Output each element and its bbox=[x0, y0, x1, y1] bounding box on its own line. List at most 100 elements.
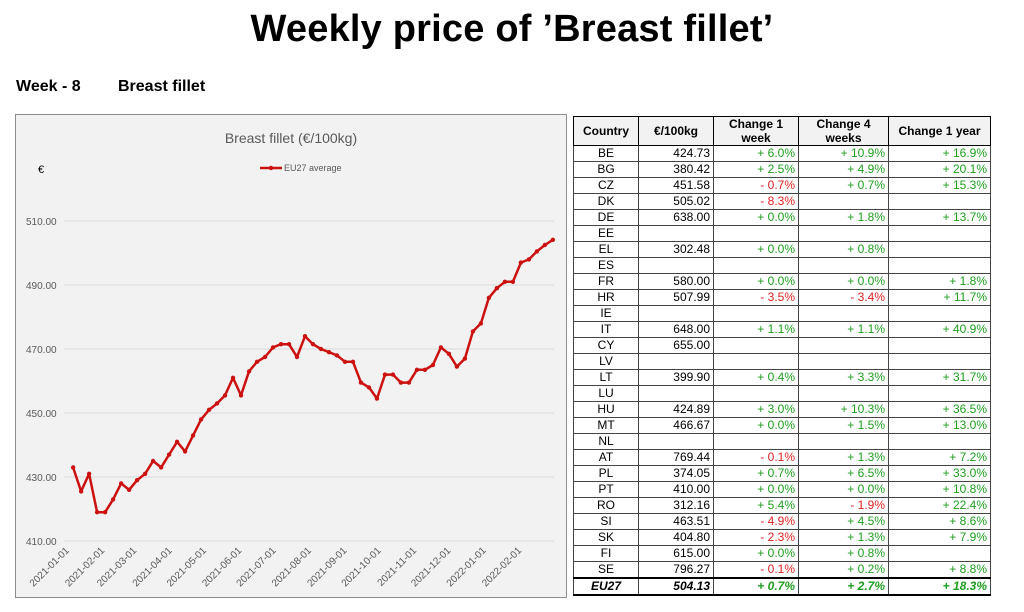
data-point bbox=[166, 452, 172, 457]
change-4-weeks-cell: + 3.3% bbox=[798, 369, 889, 386]
change-4-weeks-cell bbox=[798, 353, 889, 370]
country-cell: AT bbox=[573, 449, 639, 466]
y-tick-label: 510.00 bbox=[26, 217, 57, 228]
table-row: FI 615.00 + 0.0% + 0.8% bbox=[573, 545, 991, 562]
data-point bbox=[454, 364, 460, 369]
price-cell: 399.90 bbox=[638, 369, 714, 386]
price-cell: 796.27 bbox=[638, 561, 714, 579]
data-point bbox=[406, 380, 412, 385]
table-row: SK 404.80- 2.3% + 1.3% + 7.9% bbox=[573, 529, 991, 546]
product-label: Breast fillet bbox=[118, 78, 206, 95]
change-1-year-cell: + 10.8% bbox=[888, 481, 991, 498]
data-point bbox=[318, 346, 324, 352]
change-1-week-cell: + 2.5% bbox=[713, 161, 799, 178]
country-cell: SE bbox=[573, 561, 639, 579]
price-cell: 451.58 bbox=[638, 177, 714, 194]
data-point bbox=[510, 279, 516, 284]
change-1-year-cell: + 1.8% bbox=[888, 273, 991, 290]
change-1-week-cell: + 0.7% bbox=[713, 577, 799, 596]
price-table: Country €/100kg Change 1 week Change 4 week… bbox=[573, 116, 991, 596]
change-4-weeks-cell: + 0.7% bbox=[798, 177, 889, 194]
table-header-row: Country €/100kg Change 1 week Change 4 week… bbox=[573, 116, 991, 146]
change-1-week-cell: + 6.0% bbox=[713, 145, 799, 162]
change-4-weeks-cell: + 0.8% bbox=[798, 241, 889, 258]
change-1-week-cell bbox=[713, 225, 799, 242]
data-point bbox=[70, 465, 76, 470]
table-row: EL 302.48 + 0.0% + 0.8% bbox=[573, 241, 991, 258]
data-point bbox=[238, 393, 244, 398]
series-line bbox=[71, 238, 554, 514]
price-cell: 580.00 bbox=[638, 273, 714, 290]
change-1-week-cell: + 0.0% bbox=[713, 481, 799, 498]
country-cell: EE bbox=[573, 225, 639, 242]
data-point bbox=[270, 345, 276, 350]
change-1-year-cell: + 36.5% bbox=[888, 401, 991, 418]
data-point bbox=[478, 321, 484, 326]
price-cell: 374.05 bbox=[638, 465, 714, 482]
country-cell: PL bbox=[573, 465, 639, 482]
change-1-year-cell bbox=[888, 433, 991, 450]
change-1-year-cell: + 22.4% bbox=[888, 497, 991, 514]
data-point bbox=[94, 510, 100, 515]
change-1-week-cell: - 3.5% bbox=[713, 289, 799, 306]
change-1-year-cell: + 40.9% bbox=[888, 321, 991, 338]
header-change-4-weeks: Change 4 weeks bbox=[798, 116, 889, 146]
table-row: HR 507.99- 3.5% - 3.4% + 11.7% bbox=[573, 289, 991, 306]
table-row: MT 466.67 + 0.0% + 1.5% + 13.0% bbox=[573, 417, 991, 434]
change-4-weeks-cell: + 1.3% bbox=[798, 449, 889, 466]
change-1-week-cell bbox=[713, 353, 799, 370]
price-cell: 655.00 bbox=[638, 337, 714, 354]
change-4-weeks-cell: + 4.9% bbox=[798, 161, 889, 178]
country-cell: NL bbox=[573, 433, 639, 450]
data-point bbox=[118, 481, 124, 486]
data-point bbox=[550, 237, 556, 242]
change-4-weeks-cell bbox=[798, 433, 889, 450]
price-cell: 424.73 bbox=[638, 145, 714, 162]
change-1-year-cell: + 8.8% bbox=[888, 561, 991, 579]
data-point bbox=[150, 458, 156, 464]
table-row: IT 648.00 + 1.1% + 1.1% + 40.9% bbox=[573, 321, 991, 338]
data-point bbox=[358, 380, 364, 385]
data-point bbox=[470, 329, 476, 334]
data-point bbox=[334, 353, 340, 358]
country-cell: DK bbox=[573, 193, 639, 210]
change-1-year-cell: + 11.7% bbox=[888, 289, 991, 306]
change-4-weeks-cell: + 1.8% bbox=[798, 209, 889, 226]
price-cell: 404.80 bbox=[638, 529, 714, 546]
change-4-weeks-cell: + 4.5% bbox=[798, 513, 889, 530]
country-cell: RO bbox=[573, 497, 639, 514]
country-cell: IE bbox=[573, 305, 639, 322]
table-row: EE bbox=[573, 225, 991, 242]
data-point bbox=[310, 342, 316, 347]
data-point bbox=[142, 471, 148, 476]
data-point bbox=[518, 260, 524, 265]
data-point bbox=[446, 351, 452, 356]
change-1-year-cell: + 15.3% bbox=[888, 177, 991, 194]
data-point bbox=[366, 385, 372, 390]
data-point bbox=[342, 359, 348, 364]
chart-title: Breast fillet (€/100kg) bbox=[225, 130, 357, 146]
change-1-week-cell: + 0.0% bbox=[713, 209, 799, 226]
data-point bbox=[206, 407, 212, 412]
data-point bbox=[350, 359, 356, 364]
table-row: RO 312.16 + 5.4% - 1.9% + 22.4% bbox=[573, 497, 991, 514]
change-1-week-cell: + 1.1% bbox=[713, 321, 799, 338]
table-total-row: EU27 504.13 + 0.7% + 2.7% + 18.3% bbox=[573, 577, 991, 596]
table-row: DE 638.00 + 0.0% + 1.8% + 13.7% bbox=[573, 209, 991, 226]
header-price: €/100kg bbox=[638, 116, 714, 146]
change-1-year-cell: + 16.9% bbox=[888, 145, 991, 162]
change-1-year-cell bbox=[888, 257, 991, 274]
table-row: PT 410.00 + 0.0% + 0.0% + 10.8% bbox=[573, 481, 991, 498]
y-tick-label: 430.00 bbox=[26, 473, 57, 484]
data-point bbox=[126, 487, 132, 492]
data-point bbox=[302, 334, 308, 339]
data-point bbox=[414, 367, 420, 372]
change-4-weeks-cell: + 10.9% bbox=[798, 145, 889, 162]
data-point bbox=[78, 489, 84, 494]
change-1-week-cell: + 0.0% bbox=[713, 273, 799, 290]
change-1-week-cell bbox=[713, 337, 799, 354]
table-row: LT 399.90 + 0.4% + 3.3% + 31.7% bbox=[573, 369, 991, 386]
price-cell: 312.16 bbox=[638, 497, 714, 514]
country-cell: HU bbox=[573, 401, 639, 418]
data-point bbox=[422, 367, 428, 372]
